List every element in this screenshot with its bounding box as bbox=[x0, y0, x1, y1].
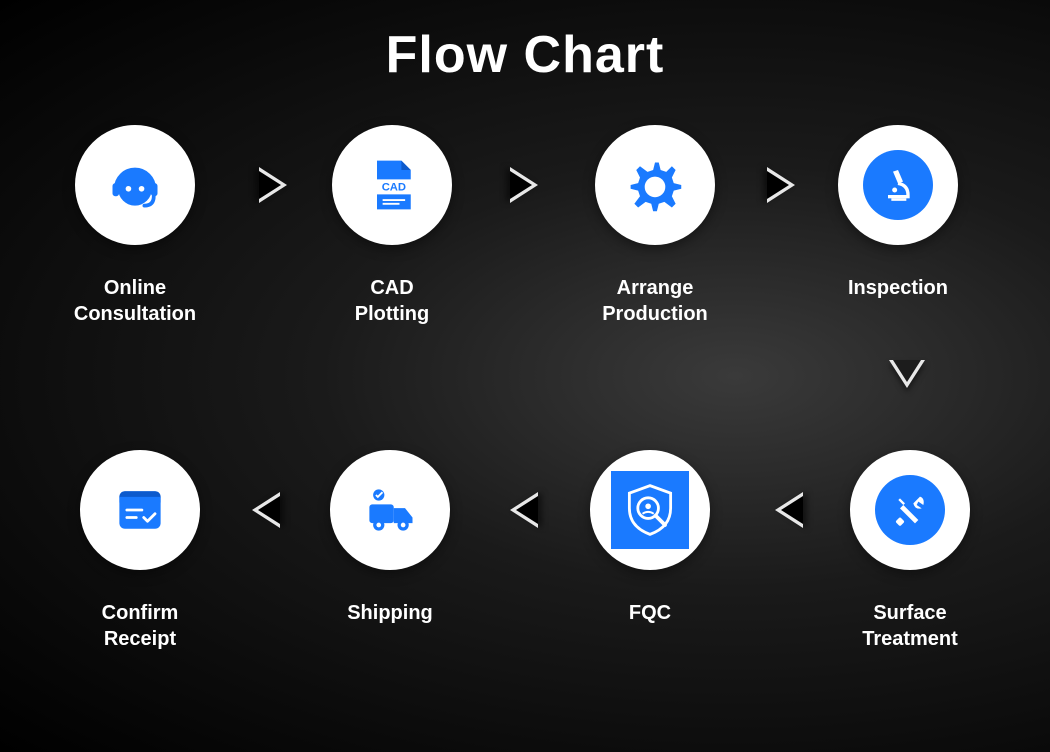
step-shipping: Shipping bbox=[310, 450, 470, 626]
step-surface-treatment: Surface Treatment bbox=[830, 450, 990, 652]
arrow-right-2 bbox=[767, 167, 795, 203]
arrange-production-circle bbox=[595, 125, 715, 245]
flow-chart-container: Online Consultation CAD CAD Plotting Arrang… bbox=[0, 115, 1050, 735]
cad-file-icon: CAD bbox=[362, 155, 422, 215]
arrow-right-0 bbox=[259, 167, 287, 203]
microscope-icon bbox=[863, 150, 933, 220]
arrange-production-label: Arrange Production bbox=[602, 275, 708, 327]
inspection-label: Inspection bbox=[848, 275, 948, 301]
step-inspection: Inspection bbox=[818, 125, 978, 301]
svg-text:CAD: CAD bbox=[382, 182, 406, 194]
arrow-left-5 bbox=[510, 492, 538, 528]
shipping-circle bbox=[330, 450, 450, 570]
step-confirm-receipt: Confirm Receipt bbox=[60, 450, 220, 652]
tools-icon bbox=[875, 475, 945, 545]
surface-treatment-label: Surface Treatment bbox=[862, 600, 958, 652]
online-consultation-label: Online Consultation bbox=[74, 275, 196, 327]
step-online-consultation: Online Consultation bbox=[55, 125, 215, 327]
truck-icon bbox=[360, 480, 420, 540]
receipt-icon bbox=[110, 480, 170, 540]
page-title: Flow Chart bbox=[0, 0, 1050, 85]
arrow-right-1 bbox=[510, 167, 538, 203]
step-fqc: FQC bbox=[570, 450, 730, 626]
shipping-label: Shipping bbox=[347, 600, 433, 626]
cad-plotting-label: CAD Plotting bbox=[355, 275, 429, 327]
online-consultation-circle bbox=[75, 125, 195, 245]
fqc-circle bbox=[590, 450, 710, 570]
confirm-receipt-circle bbox=[80, 450, 200, 570]
headset-icon bbox=[105, 155, 165, 215]
shield-search-icon bbox=[611, 471, 689, 549]
confirm-receipt-label: Confirm Receipt bbox=[102, 600, 179, 652]
arrow-left-4 bbox=[775, 492, 803, 528]
gear-icon bbox=[625, 155, 685, 215]
step-arrange-production: Arrange Production bbox=[575, 125, 735, 327]
inspection-circle bbox=[838, 125, 958, 245]
step-cad-plotting: CAD CAD Plotting bbox=[312, 125, 472, 327]
arrow-left-6 bbox=[252, 492, 280, 528]
surface-treatment-circle bbox=[850, 450, 970, 570]
fqc-label: FQC bbox=[629, 600, 671, 626]
arrow-down-3 bbox=[889, 360, 925, 388]
cad-plotting-circle: CAD bbox=[332, 125, 452, 245]
